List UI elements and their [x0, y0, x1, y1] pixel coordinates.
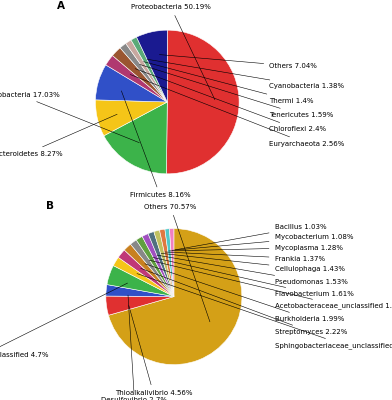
Wedge shape [113, 48, 167, 102]
Text: Mycoplasma 1.28%: Mycoplasma 1.28% [169, 245, 343, 251]
Wedge shape [106, 284, 174, 296]
Wedge shape [120, 44, 167, 102]
Wedge shape [107, 266, 174, 296]
Text: Desulfovibrio 2.7%: Desulfovibrio 2.7% [102, 295, 167, 400]
Text: Flavobacterium 1.61%: Flavobacterium 1.61% [153, 258, 354, 297]
Text: Proteobacteria 50.19%: Proteobacteria 50.19% [131, 4, 215, 100]
Wedge shape [109, 228, 242, 365]
Text: Acetobacteraceae_unclassified 1.68%: Acetobacteraceae_unclassified 1.68% [149, 260, 392, 310]
Wedge shape [131, 240, 174, 296]
Text: Thioalkalivibrio 4.56%: Thioalkalivibrio 4.56% [115, 306, 192, 396]
Wedge shape [118, 250, 174, 296]
Text: Tenericutes 1.59%: Tenericutes 1.59% [140, 64, 334, 118]
Text: Cyanobacteria 1.38%: Cyanobacteria 1.38% [147, 59, 345, 89]
Wedge shape [113, 257, 174, 296]
Wedge shape [148, 232, 174, 296]
Wedge shape [142, 234, 174, 296]
Wedge shape [104, 102, 167, 174]
Text: Cellulophaga 1.43%: Cellulophaga 1.43% [161, 253, 345, 272]
Text: Firmicutes 8.16%: Firmicutes 8.16% [122, 91, 191, 198]
Wedge shape [124, 244, 174, 296]
Text: Thermi 1.4%: Thermi 1.4% [143, 62, 314, 104]
Text: Bacillus 1.03%: Bacillus 1.03% [175, 224, 326, 250]
Wedge shape [95, 100, 167, 136]
Text: Chloroflexi 2.4%: Chloroflexi 2.4% [135, 69, 327, 132]
Wedge shape [167, 30, 239, 174]
Wedge shape [136, 236, 174, 296]
Text: Actinobacteria 17.03%: Actinobacteria 17.03% [0, 92, 139, 143]
Wedge shape [131, 37, 167, 102]
Wedge shape [126, 40, 167, 102]
Text: A: A [57, 2, 65, 12]
Wedge shape [136, 30, 167, 102]
Text: Streptomyces 2.22%: Streptomyces 2.22% [141, 268, 347, 335]
Text: Euryarchaeota 2.56%: Euryarchaeota 2.56% [130, 74, 345, 147]
Text: Sphingobacteriaceae_unclassified 2.25%: Sphingobacteriaceae_unclassified 2.25% [137, 274, 392, 349]
Text: Desulfobulbaceae_unclassified 4.7%: Desulfobulbaceae_unclassified 4.7% [0, 283, 127, 358]
Wedge shape [165, 229, 174, 296]
Text: Others 70.57%: Others 70.57% [144, 204, 210, 322]
Wedge shape [154, 230, 174, 296]
Text: Others 7.04%: Others 7.04% [159, 54, 317, 69]
Text: Pseudomonas 1.53%: Pseudomonas 1.53% [157, 255, 347, 285]
Wedge shape [96, 65, 167, 102]
Text: Bacteroidetes 8.27%: Bacteroidetes 8.27% [0, 114, 117, 157]
Text: Burkholderia 1.99%: Burkholderia 1.99% [145, 264, 344, 322]
Wedge shape [106, 56, 167, 102]
Wedge shape [160, 229, 174, 296]
Wedge shape [169, 228, 174, 296]
Text: Frankia 1.37%: Frankia 1.37% [165, 252, 325, 262]
Text: B: B [46, 201, 54, 211]
Text: Mycobacterium 1.08%: Mycobacterium 1.08% [172, 234, 353, 250]
Wedge shape [106, 296, 174, 315]
